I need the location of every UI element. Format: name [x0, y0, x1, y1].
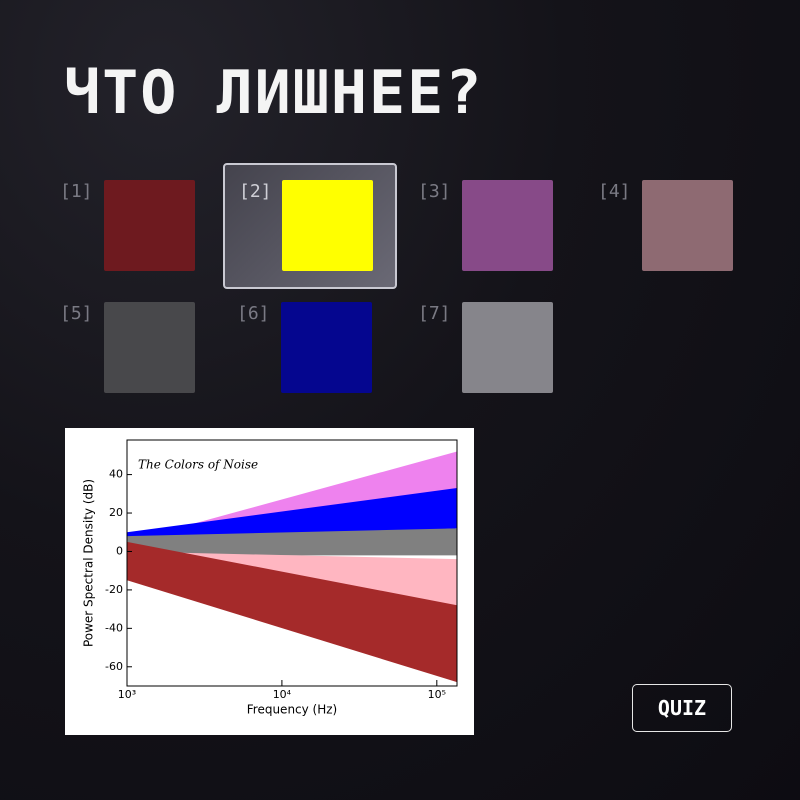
chart-title: The Colors of Noise — [138, 458, 258, 472]
option-label: [1] — [60, 181, 93, 202]
quiz-button[interactable]: QUIZ — [632, 684, 732, 732]
plot-frame — [126, 439, 458, 687]
color-swatch — [462, 180, 553, 271]
color-swatch — [642, 180, 733, 271]
x-tick-label: 10⁵ — [428, 688, 446, 701]
x-tick-label: 10⁴ — [273, 688, 292, 701]
color-swatch — [282, 180, 373, 271]
noise-band — [127, 541, 457, 683]
option-label: [5] — [60, 303, 93, 324]
x-tick-label: 10³ — [118, 688, 136, 701]
option[interactable]: [2] — [223, 163, 397, 289]
option[interactable]: [3] — [418, 165, 588, 287]
title: ЧТО ЛИШНЕЕ? — [64, 58, 484, 128]
option-label: [6] — [237, 303, 270, 324]
y-tick-label: -40 — [105, 621, 123, 634]
y-axis-label: Power Spectral Density (dB) — [82, 479, 96, 647]
color-swatch — [281, 302, 372, 393]
color-swatch — [104, 302, 195, 393]
option[interactable]: [6] — [237, 287, 407, 409]
option[interactable]: [1] — [60, 165, 230, 287]
option-label: [3] — [418, 181, 451, 202]
option-label: [4] — [598, 181, 631, 202]
option-label: [2] — [239, 181, 272, 202]
color-swatch — [104, 180, 195, 271]
color-swatch — [462, 302, 553, 393]
y-tick-label: -20 — [105, 583, 123, 596]
option[interactable]: [5] — [60, 287, 230, 409]
x-axis-label: Frequency (Hz) — [247, 703, 338, 717]
noise-band — [127, 528, 457, 556]
option-label: [7] — [418, 303, 451, 324]
option[interactable]: [7] — [418, 287, 588, 409]
y-tick-label: -60 — [105, 660, 123, 673]
y-tick-label: 40 — [109, 468, 123, 481]
option[interactable]: [4] — [598, 165, 768, 287]
y-tick-label: 20 — [109, 506, 123, 519]
y-tick-label: 0 — [116, 544, 123, 557]
